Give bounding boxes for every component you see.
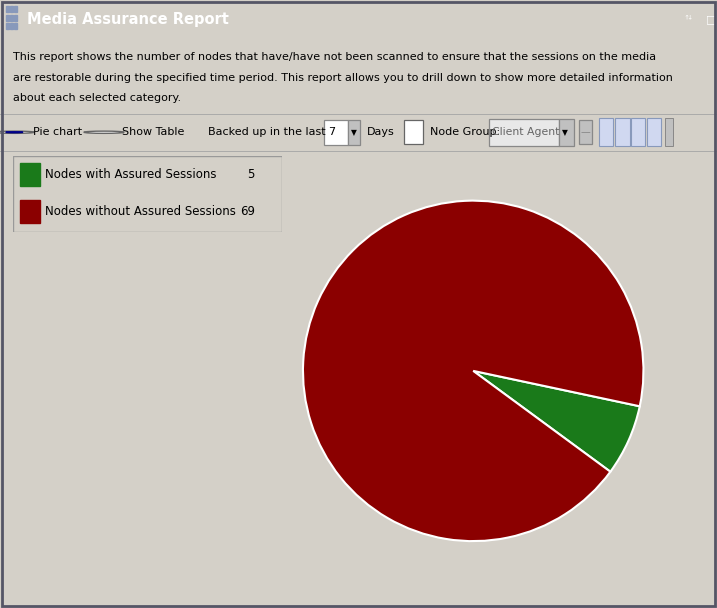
Bar bbox=[631, 119, 645, 146]
Text: about each selected category.: about each selected category. bbox=[13, 94, 181, 103]
Text: Media Assurance Report: Media Assurance Report bbox=[27, 12, 229, 27]
Circle shape bbox=[6, 132, 23, 133]
Bar bbox=[6, 23, 9, 29]
Bar bbox=[10, 15, 13, 21]
Text: 5: 5 bbox=[247, 168, 255, 181]
Bar bbox=[19, 164, 40, 186]
Text: Days: Days bbox=[367, 127, 395, 137]
Text: —: — bbox=[581, 127, 591, 137]
Circle shape bbox=[0, 131, 34, 133]
Text: 69: 69 bbox=[240, 205, 255, 218]
Text: Client Agent: Client Agent bbox=[492, 127, 559, 137]
Bar bbox=[324, 120, 348, 145]
Text: □: □ bbox=[706, 15, 717, 24]
Text: Backed up in the last: Backed up in the last bbox=[208, 127, 326, 137]
Bar bbox=[14, 15, 17, 21]
Text: Pie chart: Pie chart bbox=[33, 127, 82, 137]
Bar bbox=[559, 119, 574, 146]
Bar bbox=[19, 200, 40, 223]
Bar bbox=[6, 15, 9, 21]
Text: 7: 7 bbox=[328, 127, 335, 137]
Text: are restorable during the specified time period. This report allows you to drill: are restorable during the specified time… bbox=[13, 73, 673, 83]
Text: ▼: ▼ bbox=[562, 128, 568, 137]
Bar bbox=[404, 120, 423, 144]
Text: ▼: ▼ bbox=[351, 128, 357, 137]
Text: ꜛꜜ: ꜛꜜ bbox=[685, 15, 693, 24]
Text: Node Group:: Node Group: bbox=[430, 127, 500, 137]
Bar bbox=[14, 23, 17, 29]
Text: Nodes without Assured Sessions: Nodes without Assured Sessions bbox=[45, 205, 236, 218]
Wedge shape bbox=[303, 201, 643, 541]
Text: Show Table: Show Table bbox=[122, 127, 184, 137]
Text: This report shows the number of nodes that have/have not been scanned to ensure : This report shows the number of nodes th… bbox=[13, 52, 656, 62]
Bar bbox=[14, 6, 17, 12]
Bar bbox=[647, 119, 661, 146]
Bar bbox=[665, 119, 673, 146]
Bar bbox=[10, 23, 13, 29]
Wedge shape bbox=[473, 371, 640, 472]
Bar bbox=[615, 119, 630, 146]
Text: Nodes with Assured Sessions: Nodes with Assured Sessions bbox=[45, 168, 217, 181]
Circle shape bbox=[84, 131, 124, 133]
Bar bbox=[599, 119, 613, 146]
Bar bbox=[6, 6, 9, 12]
Bar bbox=[348, 120, 360, 145]
Bar bbox=[579, 120, 592, 144]
Bar bbox=[489, 119, 559, 146]
Bar bbox=[10, 6, 13, 12]
